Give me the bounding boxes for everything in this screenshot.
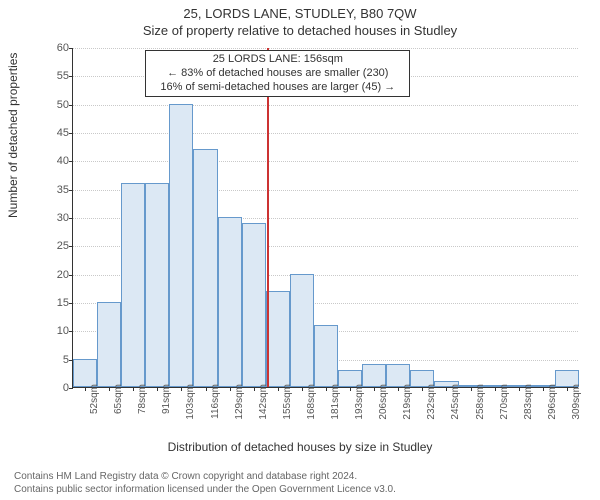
x-tick-mark bbox=[181, 387, 182, 391]
x-tick-label: 65sqm bbox=[113, 384, 124, 414]
page-title: 25, LORDS LANE, STUDLEY, B80 7QW bbox=[0, 0, 600, 21]
x-tick-mark bbox=[85, 387, 86, 391]
y-tick-label: 25 bbox=[45, 240, 69, 252]
x-tick-label: 219sqm bbox=[402, 384, 413, 420]
x-tick-label: 181sqm bbox=[330, 384, 341, 420]
y-tick-label: 10 bbox=[45, 325, 69, 337]
y-tick-label: 55 bbox=[45, 70, 69, 82]
gridline bbox=[73, 105, 578, 106]
x-tick-mark bbox=[495, 387, 496, 391]
y-tick-label: 15 bbox=[45, 297, 69, 309]
x-tick-mark bbox=[567, 387, 568, 391]
x-tick-label: 232sqm bbox=[426, 384, 437, 420]
y-tick-label: 5 bbox=[45, 354, 69, 366]
x-tick-mark bbox=[109, 387, 110, 391]
histogram-bar bbox=[73, 359, 97, 387]
histogram-chart: 05101520253035404550556052sqm65sqm78sqm9… bbox=[48, 48, 578, 418]
x-tick-label: 78sqm bbox=[137, 384, 148, 414]
y-tick-label: 0 bbox=[45, 382, 69, 394]
x-axis-label: Distribution of detached houses by size … bbox=[0, 440, 600, 454]
gridline bbox=[73, 161, 578, 162]
x-tick-label: 296sqm bbox=[547, 384, 558, 420]
annotation-box: 25 LORDS LANE: 156sqm← 83% of detached h… bbox=[145, 50, 410, 97]
x-tick-label: 91sqm bbox=[161, 384, 172, 414]
y-tick-label: 35 bbox=[45, 184, 69, 196]
y-tick-mark bbox=[69, 388, 73, 389]
y-axis-label: Number of detached properties bbox=[6, 53, 20, 218]
y-tick-label: 30 bbox=[45, 212, 69, 224]
y-tick-mark bbox=[69, 161, 73, 162]
y-tick-mark bbox=[69, 105, 73, 106]
histogram-bar bbox=[121, 183, 145, 387]
x-tick-label: 116sqm bbox=[210, 384, 221, 419]
x-tick-mark bbox=[230, 387, 231, 391]
x-tick-label: 309sqm bbox=[571, 384, 582, 420]
y-tick-label: 60 bbox=[45, 42, 69, 54]
x-tick-mark bbox=[398, 387, 399, 391]
x-tick-mark bbox=[422, 387, 423, 391]
x-tick-mark bbox=[326, 387, 327, 391]
x-tick-mark bbox=[133, 387, 134, 391]
y-tick-label: 20 bbox=[45, 269, 69, 281]
x-tick-mark bbox=[446, 387, 447, 391]
histogram-bar bbox=[266, 291, 290, 387]
histogram-bar bbox=[169, 104, 193, 387]
x-tick-label: 168sqm bbox=[306, 384, 317, 420]
x-tick-label: 103sqm bbox=[185, 384, 196, 420]
y-tick-mark bbox=[69, 275, 73, 276]
y-tick-mark bbox=[69, 190, 73, 191]
x-tick-mark bbox=[471, 387, 472, 391]
y-tick-mark bbox=[69, 218, 73, 219]
histogram-bar bbox=[290, 274, 314, 387]
x-tick-label: 52sqm bbox=[89, 384, 100, 414]
x-tick-label: 283sqm bbox=[523, 384, 534, 420]
x-tick-label: 193sqm bbox=[354, 384, 365, 420]
footer-line-2: Contains public sector information licen… bbox=[14, 484, 600, 497]
gridline bbox=[73, 48, 578, 49]
x-tick-label: 245sqm bbox=[450, 384, 461, 420]
x-tick-mark bbox=[206, 387, 207, 391]
x-tick-label: 142sqm bbox=[258, 384, 269, 420]
x-tick-mark bbox=[374, 387, 375, 391]
plot-area: 05101520253035404550556052sqm65sqm78sqm9… bbox=[72, 48, 578, 388]
annotation-line: 16% of semi-detached houses are larger (… bbox=[152, 81, 403, 95]
histogram-bar bbox=[242, 223, 266, 387]
annotation-line: ← 83% of detached houses are smaller (23… bbox=[152, 67, 403, 81]
y-tick-mark bbox=[69, 246, 73, 247]
y-tick-mark bbox=[69, 303, 73, 304]
x-tick-mark bbox=[157, 387, 158, 391]
y-tick-label: 40 bbox=[45, 155, 69, 167]
y-tick-mark bbox=[69, 331, 73, 332]
x-tick-mark bbox=[254, 387, 255, 391]
x-tick-label: 258sqm bbox=[475, 384, 486, 420]
x-tick-label: 155sqm bbox=[282, 384, 293, 420]
histogram-bar bbox=[218, 217, 242, 387]
y-tick-mark bbox=[69, 133, 73, 134]
y-tick-mark bbox=[69, 48, 73, 49]
x-tick-mark bbox=[278, 387, 279, 391]
x-tick-mark bbox=[519, 387, 520, 391]
histogram-bar bbox=[145, 183, 169, 387]
x-tick-mark bbox=[543, 387, 544, 391]
page-subtitle: Size of property relative to detached ho… bbox=[0, 21, 600, 38]
histogram-bar bbox=[193, 149, 217, 387]
reference-line bbox=[267, 48, 269, 387]
x-tick-label: 206sqm bbox=[378, 384, 389, 420]
footer-attribution: Contains HM Land Registry data © Crown c… bbox=[0, 471, 600, 496]
x-tick-mark bbox=[302, 387, 303, 391]
histogram-bar bbox=[97, 302, 121, 387]
y-tick-label: 50 bbox=[45, 99, 69, 111]
x-tick-mark bbox=[350, 387, 351, 391]
y-tick-label: 45 bbox=[45, 127, 69, 139]
histogram-bar bbox=[314, 325, 338, 387]
y-tick-mark bbox=[69, 76, 73, 77]
x-tick-label: 270sqm bbox=[499, 384, 510, 420]
x-tick-label: 129sqm bbox=[234, 384, 245, 420]
annotation-line: 25 LORDS LANE: 156sqm bbox=[152, 53, 403, 67]
gridline bbox=[73, 133, 578, 134]
footer-line-1: Contains HM Land Registry data © Crown c… bbox=[14, 471, 600, 484]
